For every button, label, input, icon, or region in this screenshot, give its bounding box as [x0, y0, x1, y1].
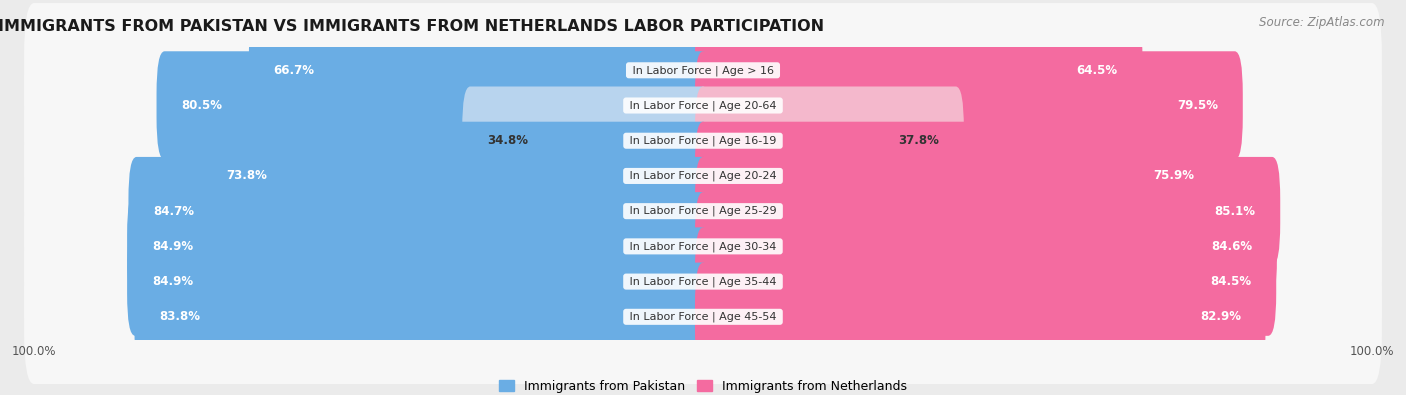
FancyBboxPatch shape [24, 144, 1382, 278]
FancyBboxPatch shape [249, 16, 711, 124]
FancyBboxPatch shape [127, 228, 711, 336]
Text: 85.1%: 85.1% [1215, 205, 1256, 218]
FancyBboxPatch shape [695, 122, 1219, 230]
Text: 84.7%: 84.7% [153, 205, 194, 218]
Text: 79.5%: 79.5% [1177, 99, 1218, 112]
FancyBboxPatch shape [24, 73, 1382, 208]
Text: 84.9%: 84.9% [152, 240, 193, 253]
Text: 80.5%: 80.5% [181, 99, 222, 112]
FancyBboxPatch shape [24, 179, 1382, 314]
FancyBboxPatch shape [201, 122, 711, 230]
Text: 64.5%: 64.5% [1077, 64, 1118, 77]
Text: In Labor Force | Age 20-64: In Labor Force | Age 20-64 [626, 100, 780, 111]
Text: In Labor Force | Age 25-29: In Labor Force | Age 25-29 [626, 206, 780, 216]
FancyBboxPatch shape [127, 192, 711, 301]
Text: Source: ZipAtlas.com: Source: ZipAtlas.com [1260, 16, 1385, 29]
Text: In Labor Force | Age 20-24: In Labor Force | Age 20-24 [626, 171, 780, 181]
Text: IMMIGRANTS FROM PAKISTAN VS IMMIGRANTS FROM NETHERLANDS LABOR PARTICIPATION: IMMIGRANTS FROM PAKISTAN VS IMMIGRANTS F… [0, 19, 824, 34]
Text: In Labor Force | Age > 16: In Labor Force | Age > 16 [628, 65, 778, 75]
Text: In Labor Force | Age 45-54: In Labor Force | Age 45-54 [626, 312, 780, 322]
FancyBboxPatch shape [24, 214, 1382, 349]
FancyBboxPatch shape [695, 263, 1265, 371]
Text: 73.8%: 73.8% [226, 169, 267, 182]
FancyBboxPatch shape [24, 3, 1382, 137]
FancyBboxPatch shape [156, 51, 711, 160]
Text: 34.8%: 34.8% [486, 134, 529, 147]
FancyBboxPatch shape [695, 51, 1243, 160]
FancyBboxPatch shape [695, 228, 1277, 336]
FancyBboxPatch shape [695, 16, 1143, 124]
Text: 66.7%: 66.7% [274, 64, 315, 77]
Text: 75.9%: 75.9% [1153, 169, 1194, 182]
FancyBboxPatch shape [463, 87, 711, 195]
FancyBboxPatch shape [695, 157, 1281, 265]
FancyBboxPatch shape [128, 157, 711, 265]
FancyBboxPatch shape [24, 250, 1382, 384]
FancyBboxPatch shape [24, 38, 1382, 173]
FancyBboxPatch shape [695, 87, 965, 195]
Text: 37.8%: 37.8% [898, 134, 939, 147]
FancyBboxPatch shape [695, 192, 1277, 301]
FancyBboxPatch shape [24, 109, 1382, 243]
Text: In Labor Force | Age 30-34: In Labor Force | Age 30-34 [626, 241, 780, 252]
Text: In Labor Force | Age 35-44: In Labor Force | Age 35-44 [626, 276, 780, 287]
Text: 83.8%: 83.8% [159, 310, 200, 324]
FancyBboxPatch shape [135, 263, 711, 371]
Text: 84.9%: 84.9% [152, 275, 193, 288]
Text: 84.6%: 84.6% [1211, 240, 1253, 253]
Legend: Immigrants from Pakistan, Immigrants from Netherlands: Immigrants from Pakistan, Immigrants fro… [494, 375, 912, 395]
Text: 82.9%: 82.9% [1199, 310, 1240, 324]
Text: 84.5%: 84.5% [1211, 275, 1251, 288]
Text: In Labor Force | Age 16-19: In Labor Force | Age 16-19 [626, 135, 780, 146]
